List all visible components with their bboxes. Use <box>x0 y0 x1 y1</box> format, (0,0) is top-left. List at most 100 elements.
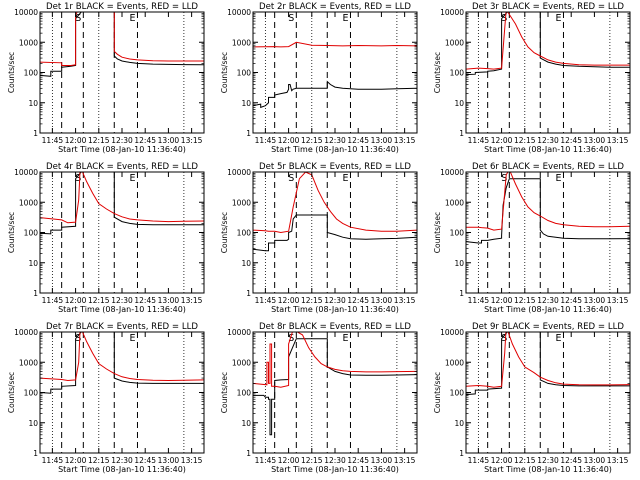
y-tick-label: 1 <box>246 129 251 138</box>
y-tick-label: 10 <box>241 99 251 108</box>
y-tick-label: 1 <box>33 129 38 138</box>
y-tick-label: 10 <box>454 419 464 428</box>
x-tick-label: 12:30 <box>324 296 346 305</box>
x-tick-label: 12:30 <box>537 456 559 465</box>
y-tick-label: 10 <box>28 419 38 428</box>
y-tick-label: 100 <box>237 389 252 398</box>
marker-e: E <box>342 333 348 344</box>
plot-frame <box>465 11 631 134</box>
series-lld <box>466 12 630 70</box>
x-tick-label: 13:15 <box>394 456 416 465</box>
x-tick-label: 12:30 <box>111 136 133 145</box>
x-tick-label: 13:15 <box>181 456 203 465</box>
y-tick-label: 1000 <box>232 358 251 367</box>
x-tick-label: 12:00 <box>65 296 87 305</box>
y-tick-label: 100 <box>24 229 39 238</box>
plot-frame <box>252 331 418 454</box>
x-tick-label: 11:45 <box>468 456 490 465</box>
marker-s: S <box>288 333 294 344</box>
y-tick-label: 100 <box>450 389 465 398</box>
marker-s: S <box>288 13 294 24</box>
marker-e: E <box>129 13 135 24</box>
marker-e: E <box>129 333 135 344</box>
x-tick-label: 12:15 <box>514 296 536 305</box>
y-tick-label: 10000 <box>440 168 464 177</box>
y-axis-label: Counts/sec <box>220 372 229 413</box>
marker-e: E <box>342 173 348 184</box>
marker-s: S <box>75 13 81 24</box>
x-tick-label: 12:15 <box>301 136 323 145</box>
x-tick-label: 13:00 <box>584 296 606 305</box>
y-tick-label: 1000 <box>445 358 464 367</box>
panel-title: Det 7r BLACK = Events, RED = LLD <box>46 322 198 332</box>
x-axis-label: Start Time (08-Jan-10 11:36:40) <box>271 305 399 314</box>
series-lld <box>466 172 630 231</box>
y-tick-label: 1000 <box>19 38 38 47</box>
series-lld <box>40 332 204 382</box>
y-axis-label: Counts/sec <box>433 52 442 93</box>
x-tick-label: 12:45 <box>347 136 369 145</box>
series-events <box>253 338 417 436</box>
x-tick-label: 12:30 <box>537 136 559 145</box>
x-tick-label: 12:15 <box>301 296 323 305</box>
panel-title: Det 9r BLACK = Events, RED = LLD <box>472 322 624 332</box>
y-tick-label: 1000 <box>445 38 464 47</box>
y-tick-label: 10 <box>454 99 464 108</box>
x-tick-label: 13:00 <box>158 296 180 305</box>
y-tick-label: 100 <box>450 229 465 238</box>
series-lld <box>40 172 204 224</box>
plot-frame <box>465 331 631 454</box>
x-tick-label: 12:30 <box>537 296 559 305</box>
panel-title: Det 2r BLACK = Events, RED = LLD <box>259 2 411 12</box>
x-tick-label: 12:45 <box>134 136 156 145</box>
y-tick-label: 1 <box>246 289 251 298</box>
y-axis-label: Counts/sec <box>433 372 442 413</box>
series-events <box>253 214 417 252</box>
y-tick-label: 1000 <box>232 38 251 47</box>
y-tick-label: 100 <box>24 389 39 398</box>
x-tick-label: 11:45 <box>468 296 490 305</box>
x-tick-label: 12:45 <box>560 296 582 305</box>
x-tick-label: 13:15 <box>607 456 629 465</box>
panel-title: Det 6r BLACK = Events, RED = LLD <box>472 162 624 172</box>
y-tick-label: 10000 <box>227 328 251 337</box>
x-tick-label: 13:15 <box>607 296 629 305</box>
y-tick-label: 1 <box>246 449 251 458</box>
marker-s: S <box>501 173 507 184</box>
x-tick-label: 12:00 <box>491 296 513 305</box>
x-tick-label: 12:15 <box>301 456 323 465</box>
y-tick-label: 10000 <box>227 8 251 17</box>
x-tick-label: 12:45 <box>560 136 582 145</box>
x-tick-label: 12:15 <box>88 296 110 305</box>
x-tick-label: 12:00 <box>278 136 300 145</box>
x-tick-label: 12:30 <box>324 136 346 145</box>
panel-title: Det 5r BLACK = Events, RED = LLD <box>259 162 411 172</box>
x-tick-label: 12:00 <box>278 296 300 305</box>
y-tick-label: 1 <box>459 289 464 298</box>
y-tick-label: 10000 <box>440 328 464 337</box>
x-tick-label: 12:00 <box>491 136 513 145</box>
series-events <box>40 172 204 235</box>
y-axis-label: Counts/sec <box>220 212 229 253</box>
plot-frame <box>252 11 418 134</box>
y-tick-label: 1000 <box>19 198 38 207</box>
y-tick-label: 10 <box>28 259 38 268</box>
x-tick-label: 13:00 <box>371 296 393 305</box>
y-axis-label: Counts/sec <box>7 372 16 413</box>
y-tick-label: 1 <box>33 289 38 298</box>
panel-title: Det 1r BLACK = Events, RED = LLD <box>46 2 198 12</box>
x-tick-label: 13:00 <box>584 136 606 145</box>
series-events <box>466 12 630 76</box>
x-tick-label: 12:00 <box>65 136 87 145</box>
y-axis-label: Counts/sec <box>7 212 16 253</box>
series-events <box>466 332 630 396</box>
x-tick-label: 12:15 <box>88 456 110 465</box>
x-tick-label: 12:15 <box>88 136 110 145</box>
y-tick-label: 100 <box>24 69 39 78</box>
y-tick-label: 1 <box>33 449 38 458</box>
y-tick-label: 10 <box>241 259 251 268</box>
